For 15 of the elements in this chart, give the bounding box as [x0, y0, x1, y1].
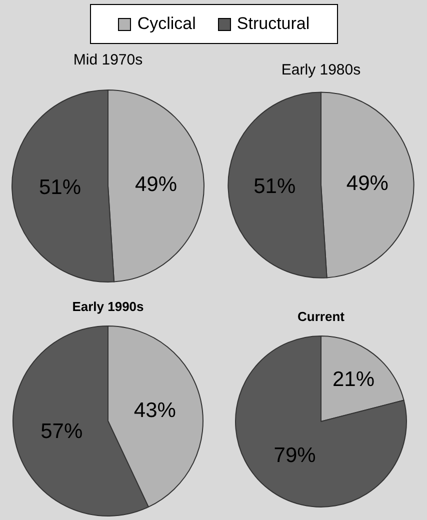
chart-title: Early 1980s — [281, 62, 361, 78]
data-label: 21% — [332, 368, 375, 392]
data-label: 57% — [40, 420, 83, 443]
pie-slice — [235, 336, 407, 508]
text: Mid 1970s — [73, 52, 143, 68]
legend-label: Cyclical — [137, 14, 196, 34]
legend-label: Structural — [236, 14, 310, 34]
chart-title: Early 1990s — [72, 299, 144, 314]
data-label: 49% — [346, 172, 388, 196]
chart-title: Current — [298, 309, 346, 324]
data-label: 51% — [254, 175, 296, 198]
data-label: 79% — [274, 444, 316, 467]
data-label: 51% — [39, 176, 82, 200]
data-label: 43% — [134, 399, 176, 422]
data-label: 49% — [134, 172, 178, 196]
